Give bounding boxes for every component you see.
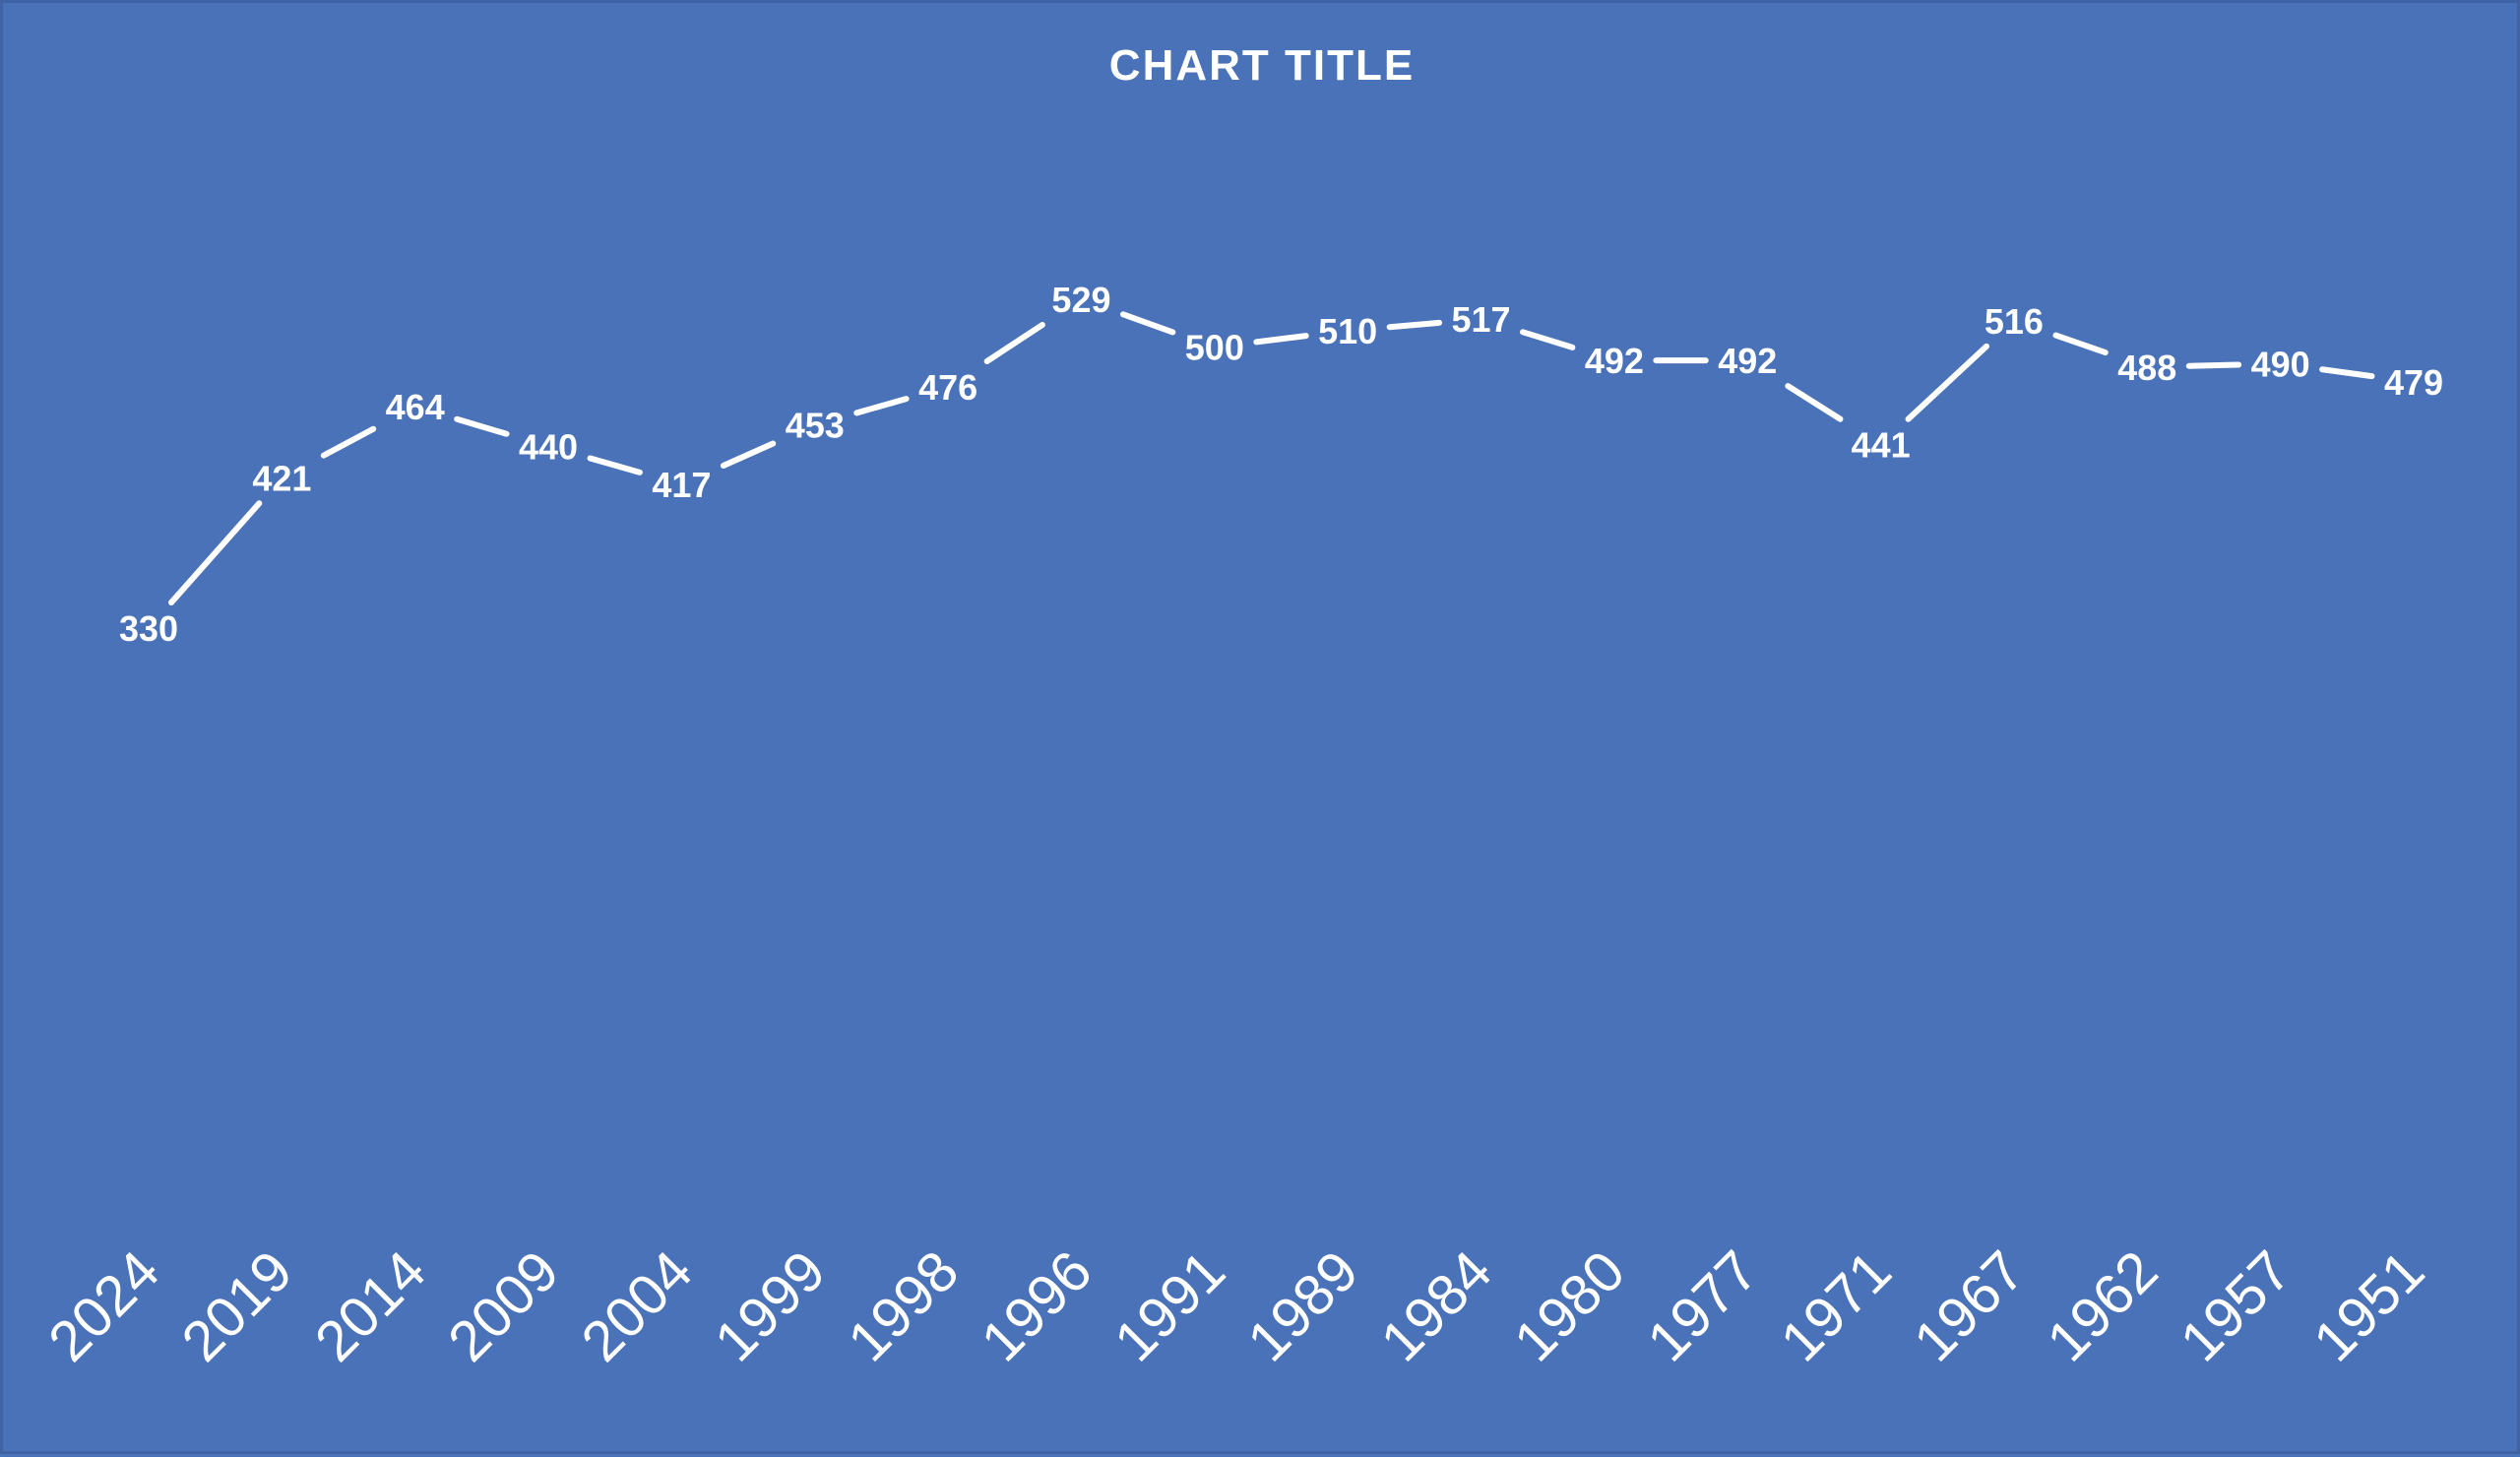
series-line-segment [1119,311,1176,336]
x-tick-label: 1977 [1635,1238,1770,1373]
series-line-segment [2319,366,2375,380]
x-tick-label: 1957 [2169,1238,2303,1373]
series-line-segment [853,396,910,416]
x-tick-label: 1998 [836,1238,971,1373]
series-layer [168,311,2375,605]
series-line-segment [1520,329,1576,350]
chart-title: CHART TITLE [1109,41,1415,90]
data-label: 441 [1852,425,1911,466]
data-label: 492 [1585,341,1644,381]
series-line-segment [587,455,643,475]
series-line-segment [320,425,377,459]
x-tick-label: 1967 [1902,1238,2037,1373]
data-label: 517 [1451,299,1510,340]
series-line-segment [2052,332,2109,356]
data-label: 500 [1185,328,1244,368]
data-label: 330 [119,608,178,649]
data-label: 479 [2384,362,2443,403]
x-tick-label: 2004 [569,1238,704,1373]
data-label: 529 [1051,280,1110,320]
series-line-segment [1386,319,1443,331]
drop-lines [148,330,2415,1216]
x-tick-label: 1962 [2035,1238,2170,1373]
data-label: 417 [652,465,711,505]
x-tick-label: 1980 [1502,1238,1637,1373]
data-label: 492 [1718,341,1777,381]
x-tick-label: 1999 [703,1238,838,1373]
x-tick-label: 2019 [169,1238,304,1373]
series-line-segment [454,415,510,437]
data-label: 516 [1984,301,2044,342]
data-label: 510 [1318,311,1377,351]
x-tick-label: 2014 [303,1238,438,1373]
line-chart: CHART TITLE 330 421 464 440 417 453 476 529 500 5… [36,41,2443,1373]
data-label: 476 [918,367,977,408]
series-line-segment [1253,333,1309,346]
x-tick-label: 1971 [1769,1238,1904,1373]
x-axis-tick-labels: 2024201920142009200419991998199619911989… [36,1238,2436,1373]
x-tick-label: 2024 [36,1238,171,1373]
data-label: 453 [786,406,845,446]
series-line-segment [1785,383,1844,422]
series-line-segment [168,500,263,605]
x-tick-label: 1991 [1102,1238,1237,1373]
series-line-segment [1905,343,1989,422]
data-label: 490 [2251,344,2310,384]
series-line-segment [720,440,777,470]
x-tick-label: 1989 [1235,1238,1370,1373]
x-tick-label: 2009 [436,1238,571,1373]
series-line-segment [983,322,1045,364]
data-label: 464 [386,387,445,427]
x-tick-label: 1951 [2301,1238,2436,1373]
data-label: 488 [2117,348,2176,388]
data-label: 440 [519,426,578,467]
data-label: 421 [252,458,311,498]
x-tick-label: 1996 [969,1238,1103,1373]
series-line-segment [2185,361,2242,369]
data-labels: 330 421 464 440 417 453 476 529 500 510 517 492 492 4… [119,280,2443,649]
x-tick-label: 1984 [1369,1238,1504,1373]
